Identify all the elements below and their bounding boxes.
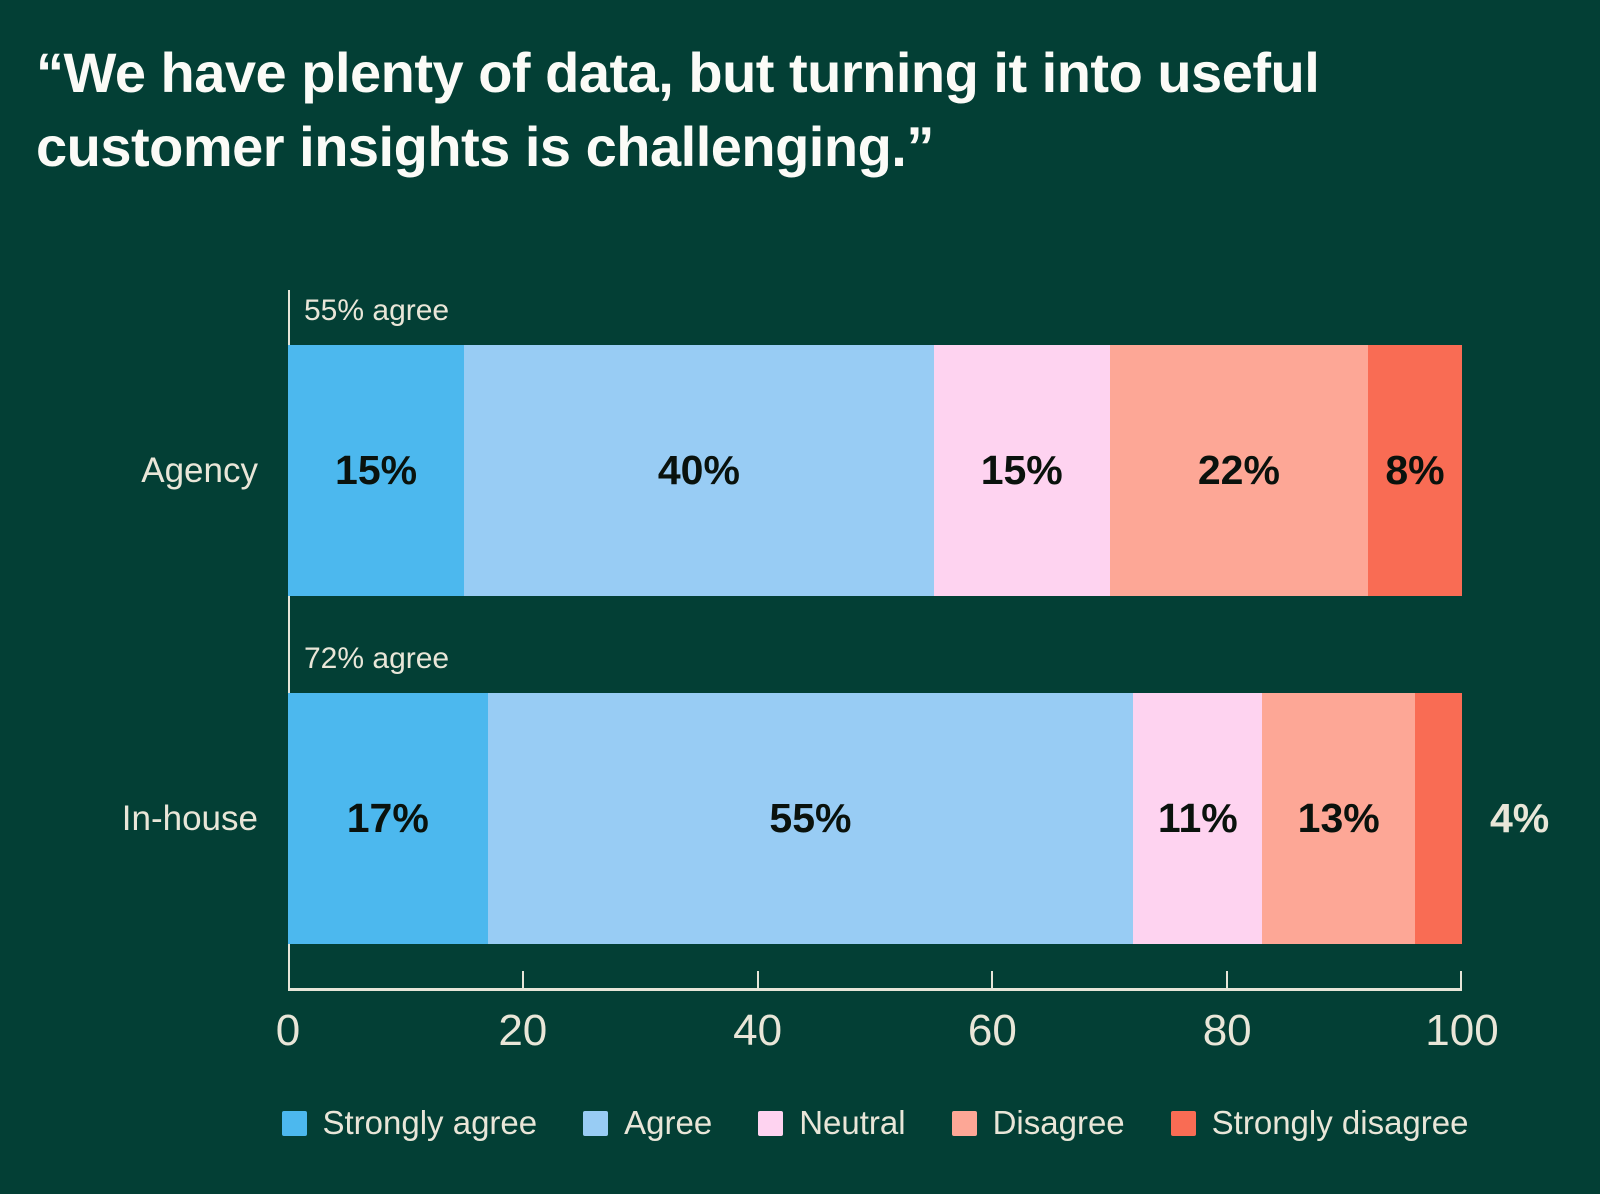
outside-segment-label: 4% — [1490, 795, 1550, 841]
x-tick — [991, 971, 994, 988]
bar-annotation: 72% agree — [304, 642, 450, 675]
x-tick-label: 100 — [1425, 1006, 1499, 1055]
legend-label: Disagree — [992, 1104, 1125, 1141]
x-tick — [1460, 971, 1462, 988]
bar-segment: 17% — [288, 693, 488, 944]
legend: Strongly agree Agree Neutral Disagree Strong… — [281, 1104, 1469, 1142]
legend-swatch — [281, 1110, 307, 1136]
x-tick-label: 20 — [498, 1006, 548, 1055]
legend-swatch — [758, 1110, 784, 1136]
legend-item: Strongly disagree — [1170, 1104, 1469, 1142]
legend-label: Agree — [624, 1104, 713, 1141]
legend-label: Neutral — [799, 1104, 906, 1141]
segment-label: 8% — [1385, 447, 1445, 493]
bar-segment: 55% — [487, 693, 1134, 944]
segment-label: 11% — [1157, 795, 1238, 841]
bar-segment: 13% — [1262, 693, 1415, 944]
bar-row: 15% 40% 15% 22% 8% — [288, 345, 1462, 596]
bar-row: 17% 55% 11% 13% — [288, 693, 1462, 944]
legend-swatch — [583, 1110, 609, 1136]
x-tick-label: 40 — [733, 1006, 783, 1055]
x-tick — [521, 971, 524, 988]
title-line-2: customer insights is challenging.” — [36, 115, 934, 178]
y-axis-line — [288, 290, 290, 991]
x-tick — [756, 971, 759, 988]
bar-segment: 15% — [288, 345, 465, 596]
chart-title: “We have plenty of data, but turning it … — [36, 36, 1320, 184]
plot-area: 55% agree 15% 40% 15% 22% 8% 72% agree 17% 55% 11… — [276, 290, 1549, 1055]
legend-label: Strongly disagree — [1211, 1104, 1469, 1141]
legend-label: Strongly agree — [322, 1104, 538, 1141]
bar-segment: 11% — [1133, 693, 1263, 944]
legend-item: Strongly agree — [281, 1104, 538, 1142]
category-label: Agency — [141, 450, 258, 490]
x-axis-line — [288, 988, 1462, 991]
segment-label: 17% — [346, 795, 429, 841]
bar-segment: 40% — [464, 345, 934, 596]
bar-segment: 22% — [1109, 345, 1369, 596]
segment-label: 40% — [657, 447, 740, 493]
segment-label: 15% — [335, 447, 418, 493]
segment-label: 15% — [980, 447, 1063, 493]
title-line-1: “We have plenty of data, but turning it … — [36, 41, 1320, 104]
legend-item: Neutral — [758, 1104, 906, 1142]
bar-annotation: 55% agree — [304, 294, 450, 327]
y-axis-category-labels: Agency In-house — [0, 0, 258, 1100]
x-tick-label: 80 — [1202, 1006, 1252, 1055]
segment-label: 22% — [1197, 447, 1280, 493]
category-label: In-house — [121, 798, 258, 838]
segment-label: 55% — [769, 795, 852, 841]
x-tick — [1226, 971, 1229, 988]
x-tick-label: 60 — [967, 1006, 1017, 1055]
legend-swatch — [951, 1110, 977, 1136]
legend-swatch — [1170, 1110, 1196, 1136]
segment-label: 13% — [1297, 795, 1380, 841]
legend-item: Disagree — [951, 1104, 1125, 1142]
x-tick-label: 0 — [275, 1006, 301, 1055]
legend-item: Agree — [583, 1104, 712, 1142]
bar-segment — [1415, 693, 1462, 944]
bar-segment: 15% — [933, 345, 1110, 596]
bar-segment: 8% — [1368, 345, 1462, 596]
